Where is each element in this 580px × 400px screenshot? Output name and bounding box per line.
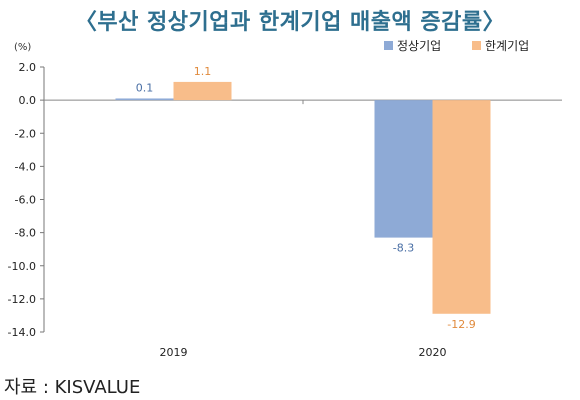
y-tick-label: -4.0 (15, 160, 36, 173)
chart-area: (%) 2.0 0.0 -2.0 -4.0 -6.0 -8.0 -10.0 -12.0 -14.0… (0, 36, 580, 366)
chart-title: 〈부산 정상기업과 한계기업 매출액 증감률〉 (74, 10, 506, 35)
source-note: 자료 : KISVALUE (4, 377, 141, 398)
bar-한계기업-2020 (432, 100, 491, 314)
bar-정상기업-2020 (374, 100, 433, 238)
x-tick-label: 2019 (160, 346, 188, 359)
legend-label: 정상기업 (397, 39, 441, 53)
y-tick-label: -8.0 (15, 227, 36, 240)
data-label: 0.1 (136, 81, 154, 94)
data-label: 1.1 (194, 65, 212, 78)
data-label: -8.3 (393, 242, 414, 255)
bar-한계기업-2019 (173, 81, 232, 101)
y-tick-label: 2.0 (19, 61, 37, 74)
x-tick-label: 2020 (419, 346, 447, 359)
y-axis-unit-label: (%) (14, 42, 31, 53)
y-tick-label: -14.0 (8, 326, 36, 339)
y-tick-label: -2.0 (15, 127, 36, 140)
y-tick-label: 0.0 (19, 94, 37, 107)
data-label: -12.9 (447, 318, 475, 331)
bar-정상기업-2019 (115, 98, 174, 101)
y-tick-label: -10.0 (8, 260, 36, 273)
bar-chart: (%) 2.0 0.0 -2.0 -4.0 -6.0 -8.0 -10.0 -12.0 -14.0… (8, 39, 562, 359)
y-tick-label: -12.0 (8, 293, 36, 306)
legend-swatch-한계기업 (472, 41, 481, 50)
legend-label: 한계기업 (485, 39, 529, 53)
y-tick-label: -6.0 (15, 194, 36, 207)
legend-swatch-정상기업 (384, 41, 393, 50)
